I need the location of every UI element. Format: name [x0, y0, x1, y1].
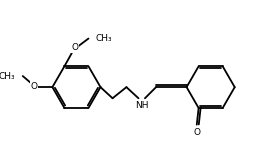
Text: O: O	[71, 43, 78, 52]
Text: CH₃: CH₃	[0, 72, 15, 80]
Text: NH: NH	[135, 101, 149, 110]
Text: CH₃: CH₃	[96, 34, 112, 43]
Text: O: O	[30, 82, 37, 91]
Text: O: O	[193, 128, 200, 136]
